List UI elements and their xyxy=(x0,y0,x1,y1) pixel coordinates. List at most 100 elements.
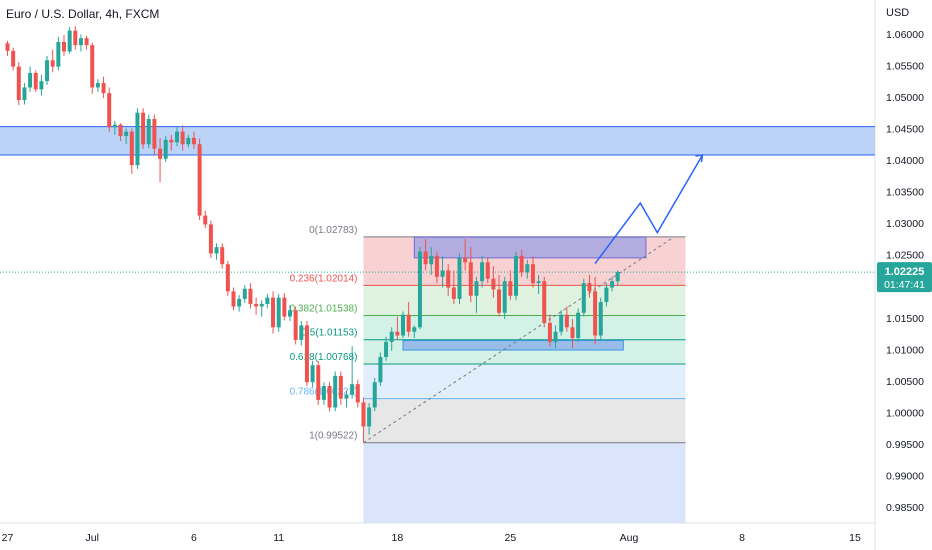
candle-body xyxy=(564,314,569,328)
candle-body xyxy=(203,215,208,225)
candle-body xyxy=(559,314,564,332)
candle-body xyxy=(271,297,276,328)
candle-body xyxy=(254,303,259,307)
candle-body xyxy=(84,38,89,46)
candle-body xyxy=(107,93,112,128)
candle-body xyxy=(598,302,603,336)
candle-body xyxy=(304,325,309,383)
candle-body xyxy=(593,291,598,336)
time-tick-label: 6 xyxy=(191,532,197,544)
candle-body xyxy=(175,131,179,143)
candle-body xyxy=(333,375,338,408)
candle-body xyxy=(542,281,547,323)
price-tick-label: 1.05500 xyxy=(886,60,924,72)
candle-body xyxy=(146,119,151,145)
candle-body xyxy=(321,386,326,400)
projection-path xyxy=(594,154,704,265)
candle-body xyxy=(361,402,366,427)
candle-body xyxy=(423,251,428,265)
time-tick-label: 25 xyxy=(505,532,517,544)
range-box-top xyxy=(413,236,647,259)
candle-body xyxy=(248,288,253,304)
candle-body xyxy=(389,331,394,342)
time-tick-label: 15 xyxy=(849,532,861,544)
time-tick-label: 8 xyxy=(739,532,745,544)
candle-body xyxy=(508,281,513,296)
candle-body xyxy=(152,119,157,149)
candle-body xyxy=(401,314,405,336)
time-tick-label: 11 xyxy=(273,532,284,544)
candle-body xyxy=(610,281,615,288)
candle-body xyxy=(259,303,264,307)
price-tick-label: 0.99500 xyxy=(886,439,924,451)
candle-body xyxy=(615,272,620,282)
candle-body xyxy=(16,66,21,101)
candle-body xyxy=(525,264,530,273)
price-tick-label: 1.00500 xyxy=(886,376,924,388)
candle-body xyxy=(95,83,100,88)
candle-body xyxy=(293,310,298,340)
price-tick-label: 1.04000 xyxy=(886,155,924,167)
candle-body xyxy=(429,255,434,265)
fib-level-label: 0.5(1.01153) xyxy=(301,328,357,339)
candle-body xyxy=(468,262,473,296)
candle-body xyxy=(497,289,502,313)
time-tick-label: Jul xyxy=(86,532,99,544)
price-tick-label: 1.00000 xyxy=(886,408,924,420)
candle-body xyxy=(570,327,575,339)
candles xyxy=(5,26,620,443)
price-tick-label: 1.03000 xyxy=(886,218,924,230)
candle-body xyxy=(220,247,225,265)
candle-body xyxy=(169,139,174,143)
candle-body xyxy=(434,255,439,277)
candle-body xyxy=(118,124,123,137)
candle-body xyxy=(299,325,304,340)
range-box-bottom xyxy=(402,340,624,351)
current-price-tag xyxy=(877,262,932,293)
candle-body xyxy=(446,270,451,288)
candle-body xyxy=(288,310,292,317)
fib-level-label: 0.236(1.02014) xyxy=(290,273,358,284)
candle-body xyxy=(276,297,281,328)
candle-body xyxy=(378,356,383,383)
candle-body xyxy=(158,148,163,159)
candle-body xyxy=(141,112,146,145)
candle-body xyxy=(225,264,230,292)
fib-zone-fill xyxy=(363,442,686,523)
candle-body xyxy=(372,382,377,408)
candle-body xyxy=(576,312,581,339)
candle-body xyxy=(350,384,355,395)
fib-level-label: 1(0.99522) xyxy=(309,431,357,442)
candle-body xyxy=(67,30,72,52)
fib-level-label: 0(1.02783) xyxy=(309,225,357,236)
candle-body xyxy=(355,384,360,403)
price-tick-label: 1.03500 xyxy=(886,187,924,199)
candle-body xyxy=(39,81,44,90)
candle-body xyxy=(536,281,541,284)
candle-body xyxy=(412,327,417,332)
candle-body xyxy=(62,41,66,52)
candle-body xyxy=(282,297,287,317)
symbol-title: Euro / U.S. Dollar, 4h, FXCM xyxy=(6,7,160,21)
time-tick-label: Aug xyxy=(620,532,639,544)
candle-body xyxy=(78,38,83,46)
candle-body xyxy=(135,112,140,166)
candle-body xyxy=(191,137,196,145)
price-tick-label: 1.01000 xyxy=(886,344,924,356)
candle-body xyxy=(417,251,422,328)
bar-countdown: 01:47:41 xyxy=(884,279,925,291)
candle-body xyxy=(237,298,242,307)
candle-body xyxy=(124,131,129,137)
candle-body xyxy=(197,144,202,216)
candle-body xyxy=(101,83,106,94)
candle-body xyxy=(186,137,191,145)
price-tick-label: 1.01500 xyxy=(886,313,924,325)
candle-body xyxy=(163,139,168,159)
candle-body xyxy=(463,257,468,263)
candle-body xyxy=(530,264,535,284)
candle-body xyxy=(604,287,609,303)
candle-body xyxy=(406,314,411,332)
candle-body xyxy=(265,297,270,304)
projection-arrowhead xyxy=(695,154,704,163)
